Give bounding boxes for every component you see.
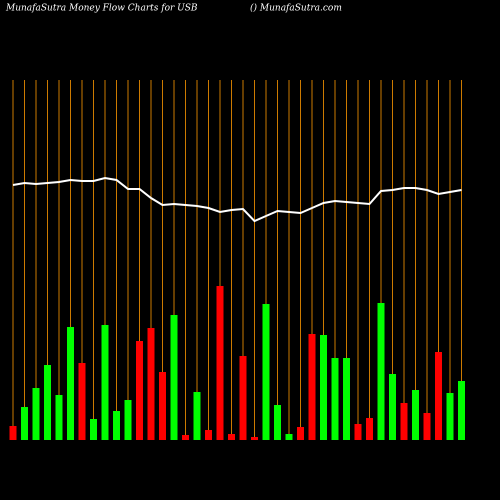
bar: [90, 419, 97, 440]
bar: [423, 413, 431, 440]
bar: [308, 334, 316, 440]
bar: [262, 304, 270, 440]
bar: [285, 434, 293, 440]
bar: [435, 352, 442, 440]
bar: [193, 392, 201, 440]
bar: [228, 434, 235, 440]
bar: [101, 325, 109, 440]
bar: [446, 393, 454, 440]
bar: [274, 405, 281, 440]
bar: [170, 315, 178, 440]
money-flow-line: [12, 176, 462, 223]
bar: [377, 303, 385, 440]
bar: [297, 427, 304, 440]
bar: [113, 411, 120, 440]
bar: [55, 395, 63, 440]
bar: [400, 403, 408, 440]
bar: [78, 363, 86, 440]
bar: [21, 407, 28, 440]
bar: [124, 400, 132, 440]
bar: [458, 381, 465, 440]
bar: [320, 335, 327, 440]
bar: [389, 374, 396, 440]
bar: [67, 327, 74, 440]
bar: [159, 372, 166, 440]
bar: [216, 286, 224, 440]
chart-subtitle: () MunafaSutra.com: [250, 3, 342, 14]
bar: [205, 430, 212, 440]
bar: [251, 437, 258, 440]
chart-title: MunafaSutra Money Flow Charts for USB: [5, 4, 198, 14]
bar: [44, 365, 51, 440]
bar: [331, 358, 339, 440]
bar: [9, 426, 17, 440]
bar: [182, 435, 189, 440]
bar: [147, 328, 155, 440]
bar: [239, 356, 247, 440]
bar: [136, 341, 143, 440]
bar: [343, 358, 350, 440]
bar: [366, 418, 373, 440]
bar: [32, 388, 40, 440]
bar: [412, 390, 419, 440]
bar: [354, 424, 362, 440]
